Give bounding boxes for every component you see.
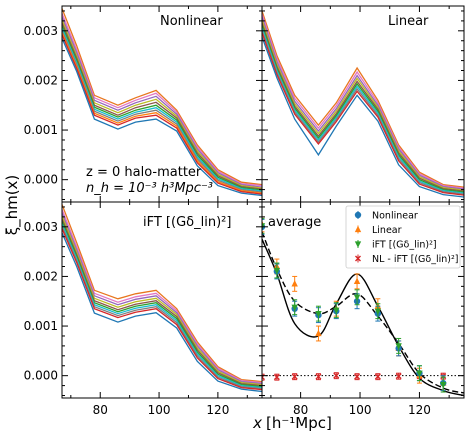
point-ift bbox=[353, 294, 361, 302]
series-line-10 bbox=[62, 232, 262, 393]
panel-nonlinear: 0.000 0.001 0.002 0.003 Nonlinear z = 0 hal… bbox=[24, 5, 263, 203]
legend-label-2: Linear bbox=[372, 225, 402, 236]
point-ift bbox=[416, 370, 423, 377]
panel-title-linear: Linear bbox=[388, 14, 429, 29]
point-linear bbox=[315, 329, 322, 337]
panel-title-nonlinear: Nonlinear bbox=[160, 14, 223, 29]
x-axis-label: x bbox=[252, 414, 262, 432]
point-ift bbox=[395, 343, 402, 350]
legend-label-4: NL - iFT [(Gδ_lin)²] bbox=[372, 254, 458, 265]
point-ift bbox=[333, 307, 340, 314]
series-line-5 bbox=[62, 22, 262, 190]
x-tick-label: 80 bbox=[93, 403, 108, 417]
y-tick-label: 0.001 bbox=[24, 123, 58, 137]
series-line-9 bbox=[62, 228, 262, 391]
series-line-1 bbox=[62, 204, 262, 383]
series-line-2 bbox=[62, 13, 262, 187]
plot-frame bbox=[261, 201, 465, 399]
series-line-9 bbox=[262, 32, 464, 196]
point-nl_minus_ift bbox=[273, 374, 280, 381]
y-axis-label: ξ_hm(x) bbox=[3, 175, 22, 236]
point-ift bbox=[291, 304, 298, 311]
legend-label-1: Nonlinear bbox=[372, 211, 418, 222]
y-tick-label: 0.000 bbox=[24, 369, 58, 383]
series-line-8 bbox=[62, 226, 262, 390]
point-ift bbox=[440, 382, 447, 389]
series-line-10 bbox=[62, 34, 262, 195]
point-nl_minus_ift bbox=[291, 373, 298, 380]
series-line-3 bbox=[262, 16, 464, 190]
panel-title-ift: iFT [(Gδ_lin)²] bbox=[143, 215, 231, 230]
x-tick-label: 100 bbox=[148, 403, 171, 417]
legend-marker-4 bbox=[355, 255, 361, 262]
point-nl_minus_ift bbox=[333, 372, 340, 379]
series-line-6 bbox=[262, 25, 464, 193]
point-ift bbox=[262, 223, 266, 230]
y-tick-label: 0.003 bbox=[24, 24, 58, 38]
legend-box bbox=[345, 205, 461, 269]
point-linear bbox=[353, 277, 361, 284]
point-ift bbox=[374, 308, 382, 315]
series-line-4 bbox=[62, 19, 262, 189]
annotation-redshift: z = 0 halo-matter bbox=[86, 165, 202, 180]
legend-label-3: iFT [(Gδ_lin)²] bbox=[372, 240, 437, 251]
legend-marker-3 bbox=[354, 241, 362, 248]
x-tick-label: 80 bbox=[293, 403, 308, 417]
series-line-1 bbox=[62, 8, 262, 186]
x-tick-label: 100 bbox=[349, 403, 372, 417]
series-line-2 bbox=[262, 13, 464, 189]
series-line-2 bbox=[62, 209, 262, 384]
panel-average: 80 100 120 average Nonlinear Linear iFT [(Gδ… bbox=[261, 201, 465, 417]
x-axis-unit: [h⁻¹Mpc] bbox=[266, 414, 332, 432]
annotation-density: n_h = 10⁻³ h³Mpc⁻³ bbox=[86, 181, 213, 196]
point-nl_minus_ift bbox=[374, 373, 381, 380]
point-ift bbox=[273, 267, 281, 275]
series-line-5 bbox=[262, 22, 464, 192]
y-tick-label: 0.002 bbox=[24, 269, 58, 283]
legend-marker-2 bbox=[354, 225, 362, 233]
x-tick-label: 120 bbox=[206, 403, 229, 417]
series-line-3 bbox=[62, 212, 262, 385]
point-ift bbox=[315, 311, 322, 318]
series-line-3 bbox=[62, 16, 262, 188]
series-line-4 bbox=[262, 19, 464, 191]
y-tick-label: 0.000 bbox=[24, 173, 58, 187]
panel-title-average: average bbox=[268, 215, 321, 230]
y-tick-label: 0.002 bbox=[24, 73, 58, 87]
panel-ift: 80 100 120 0.000 0.001 0.002 0.003 iFT [(Gδ_li… bbox=[24, 201, 263, 417]
point-nl_minus_ift bbox=[315, 373, 322, 380]
series-line-6 bbox=[62, 25, 262, 191]
y-tick-label: 0.003 bbox=[24, 220, 58, 234]
legend: Nonlinear Linear iFT [(Gδ_lin)²] NL - iFT [… bbox=[345, 205, 461, 269]
series-line-7 bbox=[62, 28, 262, 192]
y-tick-label: 0.001 bbox=[24, 319, 58, 333]
series-line-8 bbox=[262, 30, 464, 195]
point-nl_minus_ift bbox=[354, 373, 361, 380]
series-line-4 bbox=[62, 215, 262, 386]
series-line-8 bbox=[62, 30, 262, 193]
series-line-11 bbox=[62, 38, 262, 197]
series-line-7 bbox=[62, 223, 262, 389]
point-linear bbox=[291, 280, 298, 287]
series-line-7 bbox=[262, 27, 464, 194]
series-line-6 bbox=[62, 221, 262, 388]
series-line-5 bbox=[62, 218, 262, 387]
series-line-1 bbox=[262, 10, 464, 188]
series-line-10 bbox=[262, 36, 464, 198]
point-nl_minus_ift bbox=[395, 373, 402, 380]
legend-marker-1 bbox=[354, 211, 362, 219]
x-tick-label: 120 bbox=[408, 403, 431, 417]
series-line-9 bbox=[62, 32, 262, 194]
panel-linear: Linear bbox=[261, 5, 465, 203]
